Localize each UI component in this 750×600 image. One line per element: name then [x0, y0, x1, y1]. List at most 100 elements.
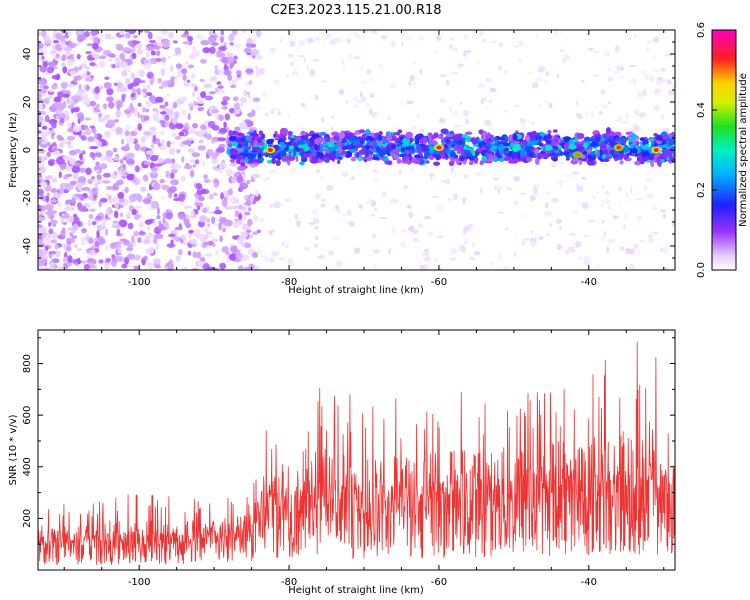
heatmap-cell	[320, 117, 325, 123]
heatmap-cell	[132, 34, 139, 39]
heatmap-cell	[278, 257, 286, 261]
heatmap-cell	[108, 197, 113, 205]
heatmap-cell	[48, 160, 55, 167]
heatmap-cell	[90, 265, 97, 269]
heatmap-cell	[607, 101, 612, 105]
heatmap-cell	[559, 161, 565, 165]
heatmap-cell	[178, 193, 186, 202]
heatmap-cell	[174, 226, 183, 231]
heatmap-cell	[355, 99, 363, 104]
heatmap-cell	[106, 208, 110, 216]
heatmap-cell	[636, 215, 643, 221]
heatmap-cell	[247, 149, 251, 153]
heatmap-cell	[92, 42, 99, 50]
heatmap-cell	[236, 153, 241, 159]
heatmap-cell	[412, 238, 421, 243]
heatmap-cell	[110, 126, 116, 133]
heatmap-cell	[87, 136, 95, 142]
heatmap-cell	[127, 222, 134, 230]
heatmap-cell	[513, 252, 518, 258]
heatmap-cell	[79, 167, 84, 172]
heatmap-cell	[73, 244, 78, 248]
heatmap-cell	[541, 153, 550, 159]
heatmap-cell	[257, 138, 262, 144]
heatmap-cell	[152, 258, 162, 264]
heatmap-cell	[186, 79, 191, 83]
heatmap-cell	[229, 163, 238, 167]
heatmap-cell	[243, 89, 247, 97]
heatmap-cell	[436, 235, 444, 238]
heatmap-cell	[302, 143, 309, 150]
heatmap-cell	[347, 38, 351, 44]
heatmap-cell	[513, 200, 519, 206]
heatmap-cell	[564, 249, 570, 255]
heatmap-cell	[426, 160, 430, 164]
heatmap-cell	[251, 173, 261, 179]
heatmap-cell	[174, 47, 179, 55]
heatmap-cell	[619, 203, 622, 206]
heatmap-cell	[498, 137, 506, 141]
heatmap-cell	[181, 33, 190, 38]
heatmap-cell	[513, 45, 519, 48]
heatmap-cell	[470, 256, 475, 261]
heatmap-cell	[330, 126, 334, 131]
colorbar-ticks: 0.00.20.40.6	[696, 22, 717, 278]
heatmap-cell	[158, 85, 164, 90]
heatmap-cell	[454, 125, 462, 128]
heatmap-cell	[280, 241, 286, 246]
heatmap-cell	[365, 68, 372, 75]
heatmap-cell	[314, 94, 319, 101]
heatmap-peak	[436, 145, 442, 150]
heatmap-cell	[82, 97, 91, 106]
heatmap-cell	[102, 172, 111, 178]
heatmap-cell	[408, 211, 414, 219]
heatmap-cell	[316, 151, 321, 158]
heatmap-cell	[224, 63, 228, 70]
heatmap-cell	[38, 162, 44, 168]
heatmap-cell	[54, 109, 63, 115]
heatmap-cell	[219, 262, 227, 270]
heatmap-cell	[576, 146, 585, 152]
heatmap-cell	[660, 114, 666, 120]
heatmap-cell	[203, 179, 212, 183]
heatmap-cell	[647, 234, 654, 238]
heatmap-cell	[125, 247, 134, 251]
heatmap-cell	[377, 134, 383, 142]
heatmap-cell	[146, 172, 150, 175]
heatmap-cell	[116, 104, 121, 111]
heatmap-cell	[440, 98, 445, 103]
heatmap-cell	[535, 158, 540, 165]
heatmap-cell	[596, 191, 599, 194]
heatmap-cell	[66, 59, 74, 67]
heatmap-cell	[472, 242, 475, 248]
heatmap-cell	[322, 42, 325, 48]
heatmap-cell	[121, 263, 128, 269]
heatmap-cell	[336, 140, 342, 146]
heatmap-cell	[174, 135, 182, 140]
heatmap-cell	[132, 40, 141, 44]
heatmap-peak	[653, 148, 659, 152]
heatmap-cell	[252, 142, 260, 146]
heatmap-cell	[106, 53, 116, 58]
heatmap-cell	[361, 147, 367, 154]
heatmap-cell	[203, 173, 208, 180]
heatmap-cell	[171, 132, 177, 137]
heatmap-cell	[447, 198, 452, 202]
heatmap-cell	[600, 89, 606, 95]
heatmap-cell	[176, 148, 181, 154]
heatmap-cell	[189, 159, 197, 164]
heatmap-cell	[406, 36, 414, 41]
heatmap-cell	[115, 57, 120, 65]
heatmap-cell	[117, 81, 123, 89]
heatmap-cell	[285, 75, 289, 78]
heatmap-cell	[353, 55, 361, 60]
heatmap-cell	[285, 244, 289, 249]
heatmap-cell	[269, 257, 275, 263]
heatmap-cell	[553, 30, 558, 37]
heatmap-cell	[530, 240, 536, 248]
heatmap-cell	[250, 195, 254, 202]
heatmap-cell	[366, 139, 371, 147]
heatmap-cell	[532, 186, 538, 194]
heatmap-cell	[436, 204, 444, 211]
heatmap-cell	[280, 149, 287, 156]
